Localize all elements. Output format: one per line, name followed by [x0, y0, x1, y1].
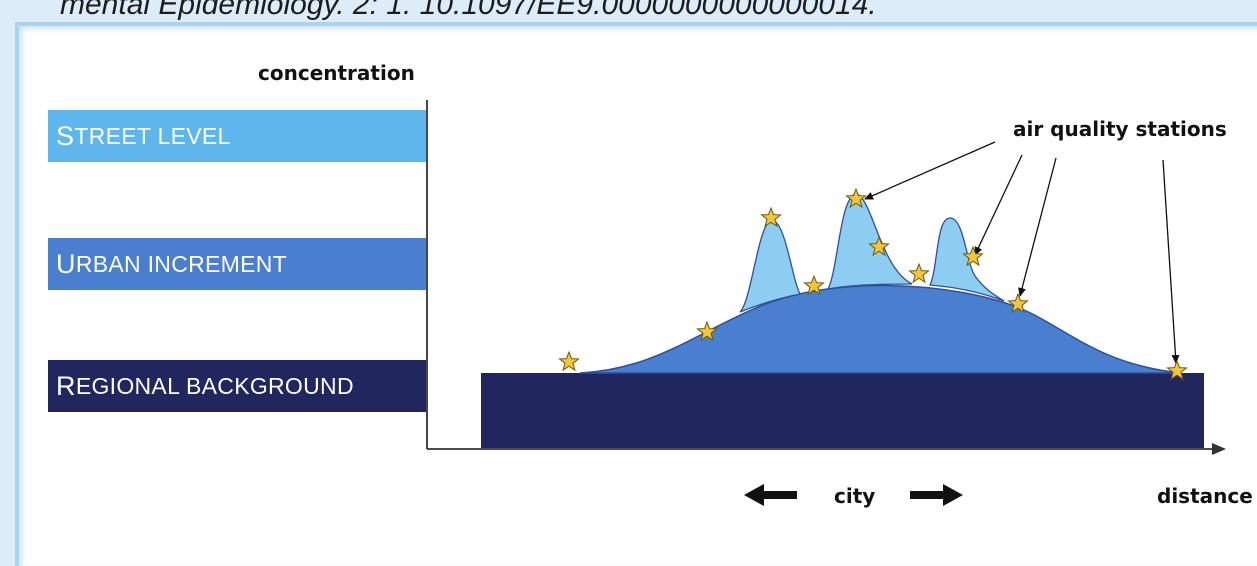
- station-star-icon: [962, 245, 984, 267]
- city-left-arrow-icon: [744, 484, 797, 506]
- regional-background-block: [481, 373, 1204, 448]
- urban-increment-dome: [579, 284, 1181, 374]
- diagram-canvas: [426, 100, 1226, 506]
- x-axis-label: distance: [1157, 484, 1253, 508]
- y-axis-label: concentration: [258, 61, 415, 85]
- street-peak-left: [739, 219, 802, 313]
- station-star-icon: [558, 350, 580, 372]
- street-peak-middle: [826, 193, 913, 290]
- band-regional-initial: R: [56, 370, 76, 401]
- station-star-icon: [760, 206, 782, 228]
- band-urban-increment: U RBAN INCREMENT: [48, 238, 426, 290]
- station-arrow-4: [1162, 159, 1180, 364]
- city-right-arrow-icon: [910, 484, 963, 506]
- station-star-icon: [696, 320, 718, 342]
- station-arrow-1: [864, 141, 996, 200]
- station-star-icon: [1007, 292, 1029, 314]
- band-street-initial: S: [56, 120, 75, 151]
- band-street-level: S TREET LEVEL: [48, 110, 426, 162]
- band-urban-rest: RBAN INCREMENT: [75, 250, 288, 277]
- band-street-rest: TREET LEVEL: [74, 122, 231, 149]
- band-regional-background: R EGIONAL BACKGROUND: [48, 360, 426, 412]
- station-stars: [558, 187, 1188, 381]
- station-star-icon: [803, 274, 825, 296]
- figure-caption: mental Epidemiology. 2: 1. 10.1097/EE9.0…: [60, 0, 877, 21]
- stations-label: air quality stations: [1013, 117, 1227, 141]
- band-regional-rest: EGIONAL BACKGROUND: [75, 372, 354, 399]
- station-star-icon: [868, 235, 890, 257]
- station-star-icon: [1166, 359, 1188, 381]
- street-peak-right: [929, 217, 1005, 302]
- station-arrow-2: [974, 154, 1023, 256]
- city-label: city: [834, 484, 876, 508]
- station-arrow-3: [1018, 157, 1057, 297]
- band-urban-initial: U: [56, 248, 76, 279]
- station-star-icon: [908, 262, 930, 284]
- x-axis-arrow-head: [1212, 443, 1226, 455]
- station-star-icon: [845, 187, 867, 209]
